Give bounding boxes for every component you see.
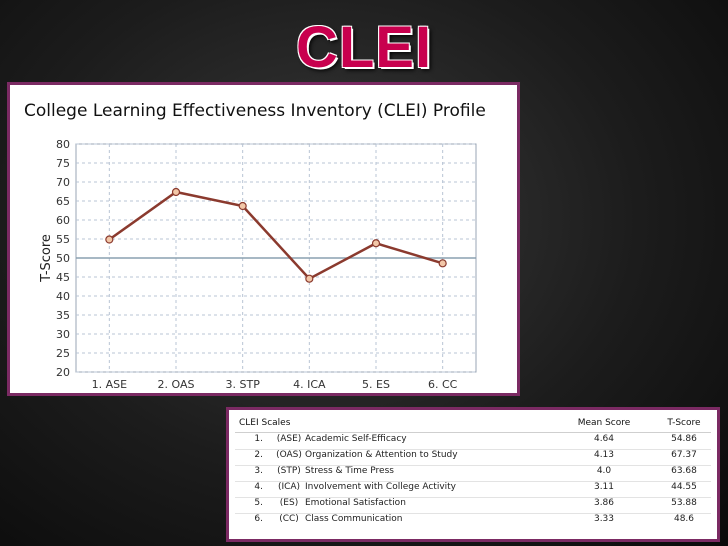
y-tick-label: 30: [56, 328, 70, 341]
slide-title: CLEI: [295, 15, 433, 80]
y-tick-label: 40: [56, 290, 70, 303]
table-row: 3. (STP) Stress & Time Press 4.0 63.68: [229, 466, 717, 482]
row-scale-name: Stress & Time Press: [305, 466, 394, 476]
table-row: 2. (OAS) Organization & Attention to Stu…: [229, 450, 717, 466]
table-header-scales: CLEI Scales: [239, 418, 291, 428]
y-tick-label: 50: [56, 252, 70, 265]
table-row: 1. (ASE) Academic Self-Efficacy 4.64 54.…: [229, 434, 717, 450]
row-abbreviation: (ASE): [276, 434, 302, 444]
row-number: 2.: [254, 450, 263, 460]
y-axis-label: T-Score: [39, 234, 54, 283]
row-mean-score: 3.33: [593, 514, 615, 524]
row-abbreviation: (ICA): [277, 482, 301, 492]
row-abbreviation: (STP): [277, 466, 301, 476]
row-mean-score: 3.86: [593, 498, 615, 508]
row-t-score: 44.55: [671, 482, 697, 492]
row-divider: [235, 497, 711, 498]
y-tick-label: 45: [56, 271, 70, 284]
row-scale-name: Involvement with College Activity: [305, 482, 457, 492]
row-mean-score: 4.13: [593, 450, 615, 460]
y-tick-label: 80: [56, 138, 70, 151]
row-t-score: 67.37: [671, 450, 697, 460]
line-chart: 20 25 30 35 40 45 50 55 60 65 70 75 80 1. ASE 2. OAS 3.…: [39, 138, 477, 391]
y-tick-label: 70: [56, 176, 70, 189]
table-row: 4. (ICA) Involvement with College Activi…: [229, 482, 717, 498]
row-mean-score: 4.64: [593, 434, 615, 444]
row-t-score: 48.6: [673, 514, 695, 524]
row-number: 3.: [254, 466, 263, 476]
x-tick-label: 6. CC: [428, 378, 458, 391]
y-tick-label: 35: [56, 309, 70, 322]
data-point: [238, 201, 247, 211]
row-scale-name: Organization & Attention to Study: [305, 450, 458, 460]
row-abbreviation: (CC): [279, 514, 299, 524]
y-tick-label: 25: [56, 347, 70, 360]
row-number: 6.: [254, 514, 263, 524]
row-abbreviation: (ES): [279, 498, 299, 508]
chart-panel: College Learning Effectiveness Inventory…: [7, 82, 520, 396]
row-t-score: 54.86: [671, 434, 697, 444]
table-header-divider: [235, 432, 711, 433]
row-number: 5.: [254, 498, 263, 508]
row-divider: [235, 449, 711, 450]
row-scale-name: Class Communication: [305, 514, 403, 524]
x-tick-label: 2. OAS: [158, 378, 195, 391]
scales-table: CLEI Scales Mean Score T-Score 1. (ASE) …: [226, 407, 720, 542]
data-point: [305, 274, 314, 283]
row-number: 1.: [254, 434, 263, 444]
row-t-score: 63.68: [671, 466, 697, 476]
row-scale-name: Academic Self-Efficacy: [305, 434, 407, 444]
y-tick-label: 65: [56, 195, 70, 208]
row-divider: [235, 513, 711, 514]
table-header-mean: Mean Score: [577, 418, 631, 428]
table-row: 5. (ES) Emotional Satisfaction 3.86 53.8…: [229, 498, 717, 514]
data-point: [371, 239, 381, 248]
x-tick-label: 1. ASE: [92, 378, 127, 391]
row-abbreviation: (OAS): [276, 450, 302, 460]
data-point: [438, 259, 447, 268]
y-tick-label: 75: [56, 157, 70, 170]
data-point: [105, 235, 114, 244]
table-row: 6. (CC) Class Communication 3.33 48.6: [229, 514, 717, 530]
chart-title: College Learning Effectiveness Inventory…: [24, 101, 486, 121]
x-tick-label: 5. ES: [362, 378, 390, 391]
row-mean-score: 3.11: [593, 482, 615, 492]
y-tick-label: 60: [56, 214, 70, 227]
y-tick-label: 20: [56, 366, 70, 379]
x-tick-label: 4. ICA: [293, 378, 326, 391]
row-divider: [235, 465, 711, 466]
row-number: 4.: [254, 482, 263, 492]
y-tick-label: 55: [56, 233, 70, 246]
series-line: [108, 190, 444, 281]
row-divider: [235, 481, 711, 482]
table-header-tscore: T-Score: [667, 418, 701, 428]
data-point: [171, 187, 181, 197]
row-mean-score: 4.0: [596, 466, 612, 476]
row-t-score: 53.88: [671, 498, 697, 508]
x-tick-label: 3. STP: [226, 378, 261, 391]
row-scale-name: Emotional Satisfaction: [305, 498, 406, 508]
